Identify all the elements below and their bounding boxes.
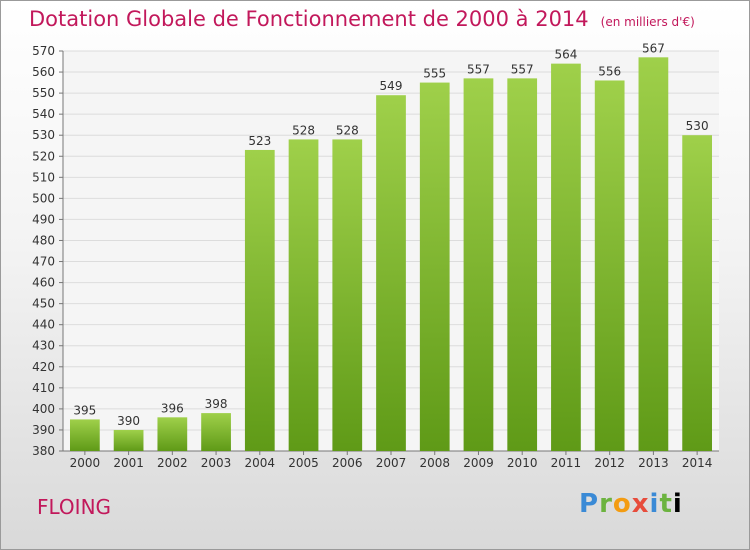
y-tick-label: 450 [32, 297, 55, 311]
bars [69, 57, 713, 452]
logo-letter: x [631, 489, 650, 519]
x-tick-label: 2000 [70, 456, 101, 470]
logo-letter: i [672, 489, 683, 519]
y-tick-label: 510 [32, 170, 55, 184]
y-tick-label: 420 [32, 360, 55, 374]
bar-2013 [638, 57, 669, 451]
x-tick-label: 2013 [638, 456, 669, 470]
chart-title-text: Dotation Globale de Fonctionnement de 20… [29, 7, 589, 31]
y-tick-label: 490 [32, 212, 55, 226]
data-label: 390 [117, 414, 140, 428]
data-label: 530 [686, 119, 709, 133]
x-tick-label: 2006 [332, 456, 363, 470]
unit-label: (en milliers d'€) [600, 15, 695, 29]
x-tick-label: 2003 [201, 456, 232, 470]
place-name: FLOING [37, 495, 112, 519]
logo-letter: o [612, 489, 632, 519]
x-tick-label: 2002 [157, 456, 188, 470]
y-tick-label: 430 [32, 339, 55, 353]
y-tick-label: 560 [32, 65, 55, 79]
bar-2008 [419, 82, 450, 451]
y-tick-label: 530 [32, 128, 55, 142]
data-label: 398 [205, 397, 228, 411]
bar-2000 [69, 419, 100, 451]
x-tick-label: 2012 [594, 456, 625, 470]
data-label: 528 [292, 123, 315, 137]
data-labels: 395 390 396 398 523 528 528 549 555 557 557 564 556 5… [73, 41, 708, 428]
data-label: 528 [336, 123, 359, 137]
y-tick-label: 480 [32, 233, 55, 247]
bar-2002 [157, 417, 188, 451]
logo-letter: i [649, 489, 660, 519]
x-tick-label: 2009 [463, 456, 494, 470]
x-tick-label: 2011 [551, 456, 582, 470]
y-tick-label: 520 [32, 149, 55, 163]
data-label: 555 [423, 67, 446, 81]
bar-2006 [332, 139, 363, 451]
y-tick-label: 500 [32, 191, 55, 205]
data-label: 549 [380, 79, 403, 93]
bar-2001 [113, 429, 144, 451]
bar-2007 [376, 95, 406, 452]
data-label: 523 [248, 134, 271, 148]
data-label: 396 [161, 401, 184, 415]
y-tick-label: 460 [32, 276, 55, 290]
y-tick-label: 380 [32, 444, 55, 458]
logo-letter: t [659, 489, 673, 519]
x-tick-label: 2010 [507, 456, 538, 470]
bar-2005 [288, 139, 319, 451]
bar-2012 [594, 80, 625, 451]
data-label: 556 [598, 64, 621, 78]
y-tick-label: 550 [32, 86, 55, 100]
x-tick-label: 2014 [682, 456, 713, 470]
bar-2010 [507, 78, 538, 452]
y-tick-label: 410 [32, 381, 55, 395]
data-label: 557 [511, 62, 534, 76]
logo-letter: r [599, 489, 613, 519]
data-label: 564 [554, 48, 577, 62]
chart-title: Dotation Globale de Fonctionnement de 20… [29, 7, 695, 31]
data-label: 395 [73, 403, 96, 417]
x-tick-label: 2001 [113, 456, 144, 470]
y-tick-label: 400 [32, 402, 55, 416]
bar-2003 [201, 413, 231, 451]
proxiti-logo: Proxiti [579, 489, 683, 519]
bar-2014 [682, 135, 713, 452]
y-tick-label: 570 [32, 44, 55, 58]
data-label: 557 [467, 62, 490, 76]
x-tick-label: 2004 [245, 456, 276, 470]
data-label: 567 [642, 41, 665, 55]
bar-2004 [244, 149, 275, 451]
logo-letter: P [579, 489, 600, 519]
bar-2009 [463, 78, 494, 452]
y-tick-label: 390 [32, 423, 55, 437]
x-tick-label: 2005 [288, 456, 319, 470]
y-tick-label: 540 [32, 107, 55, 121]
bar-2011 [551, 63, 581, 451]
x-tick-label: 2007 [376, 456, 407, 470]
y-tick-label: 440 [32, 318, 55, 332]
y-tick-label: 470 [32, 255, 55, 269]
axes: 380 390 400 410 420 430 440 450 460 470 480 490 500 5… [32, 44, 719, 470]
x-tick-label: 2008 [419, 456, 450, 470]
